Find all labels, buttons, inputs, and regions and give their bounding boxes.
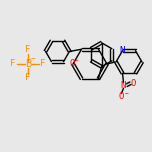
Text: O: O <box>131 79 136 88</box>
Text: O: O <box>69 59 75 69</box>
Text: B: B <box>25 59 31 69</box>
Text: O: O <box>119 92 124 101</box>
Text: F: F <box>25 45 31 55</box>
Text: F: F <box>10 59 16 69</box>
Text: +: + <box>126 80 129 85</box>
Text: N: N <box>120 46 125 55</box>
Text: N: N <box>121 81 126 90</box>
Text: F: F <box>40 59 46 69</box>
Text: −: − <box>31 55 35 64</box>
Text: −: − <box>125 91 128 96</box>
Text: F: F <box>25 74 31 83</box>
Text: +: + <box>75 57 79 62</box>
